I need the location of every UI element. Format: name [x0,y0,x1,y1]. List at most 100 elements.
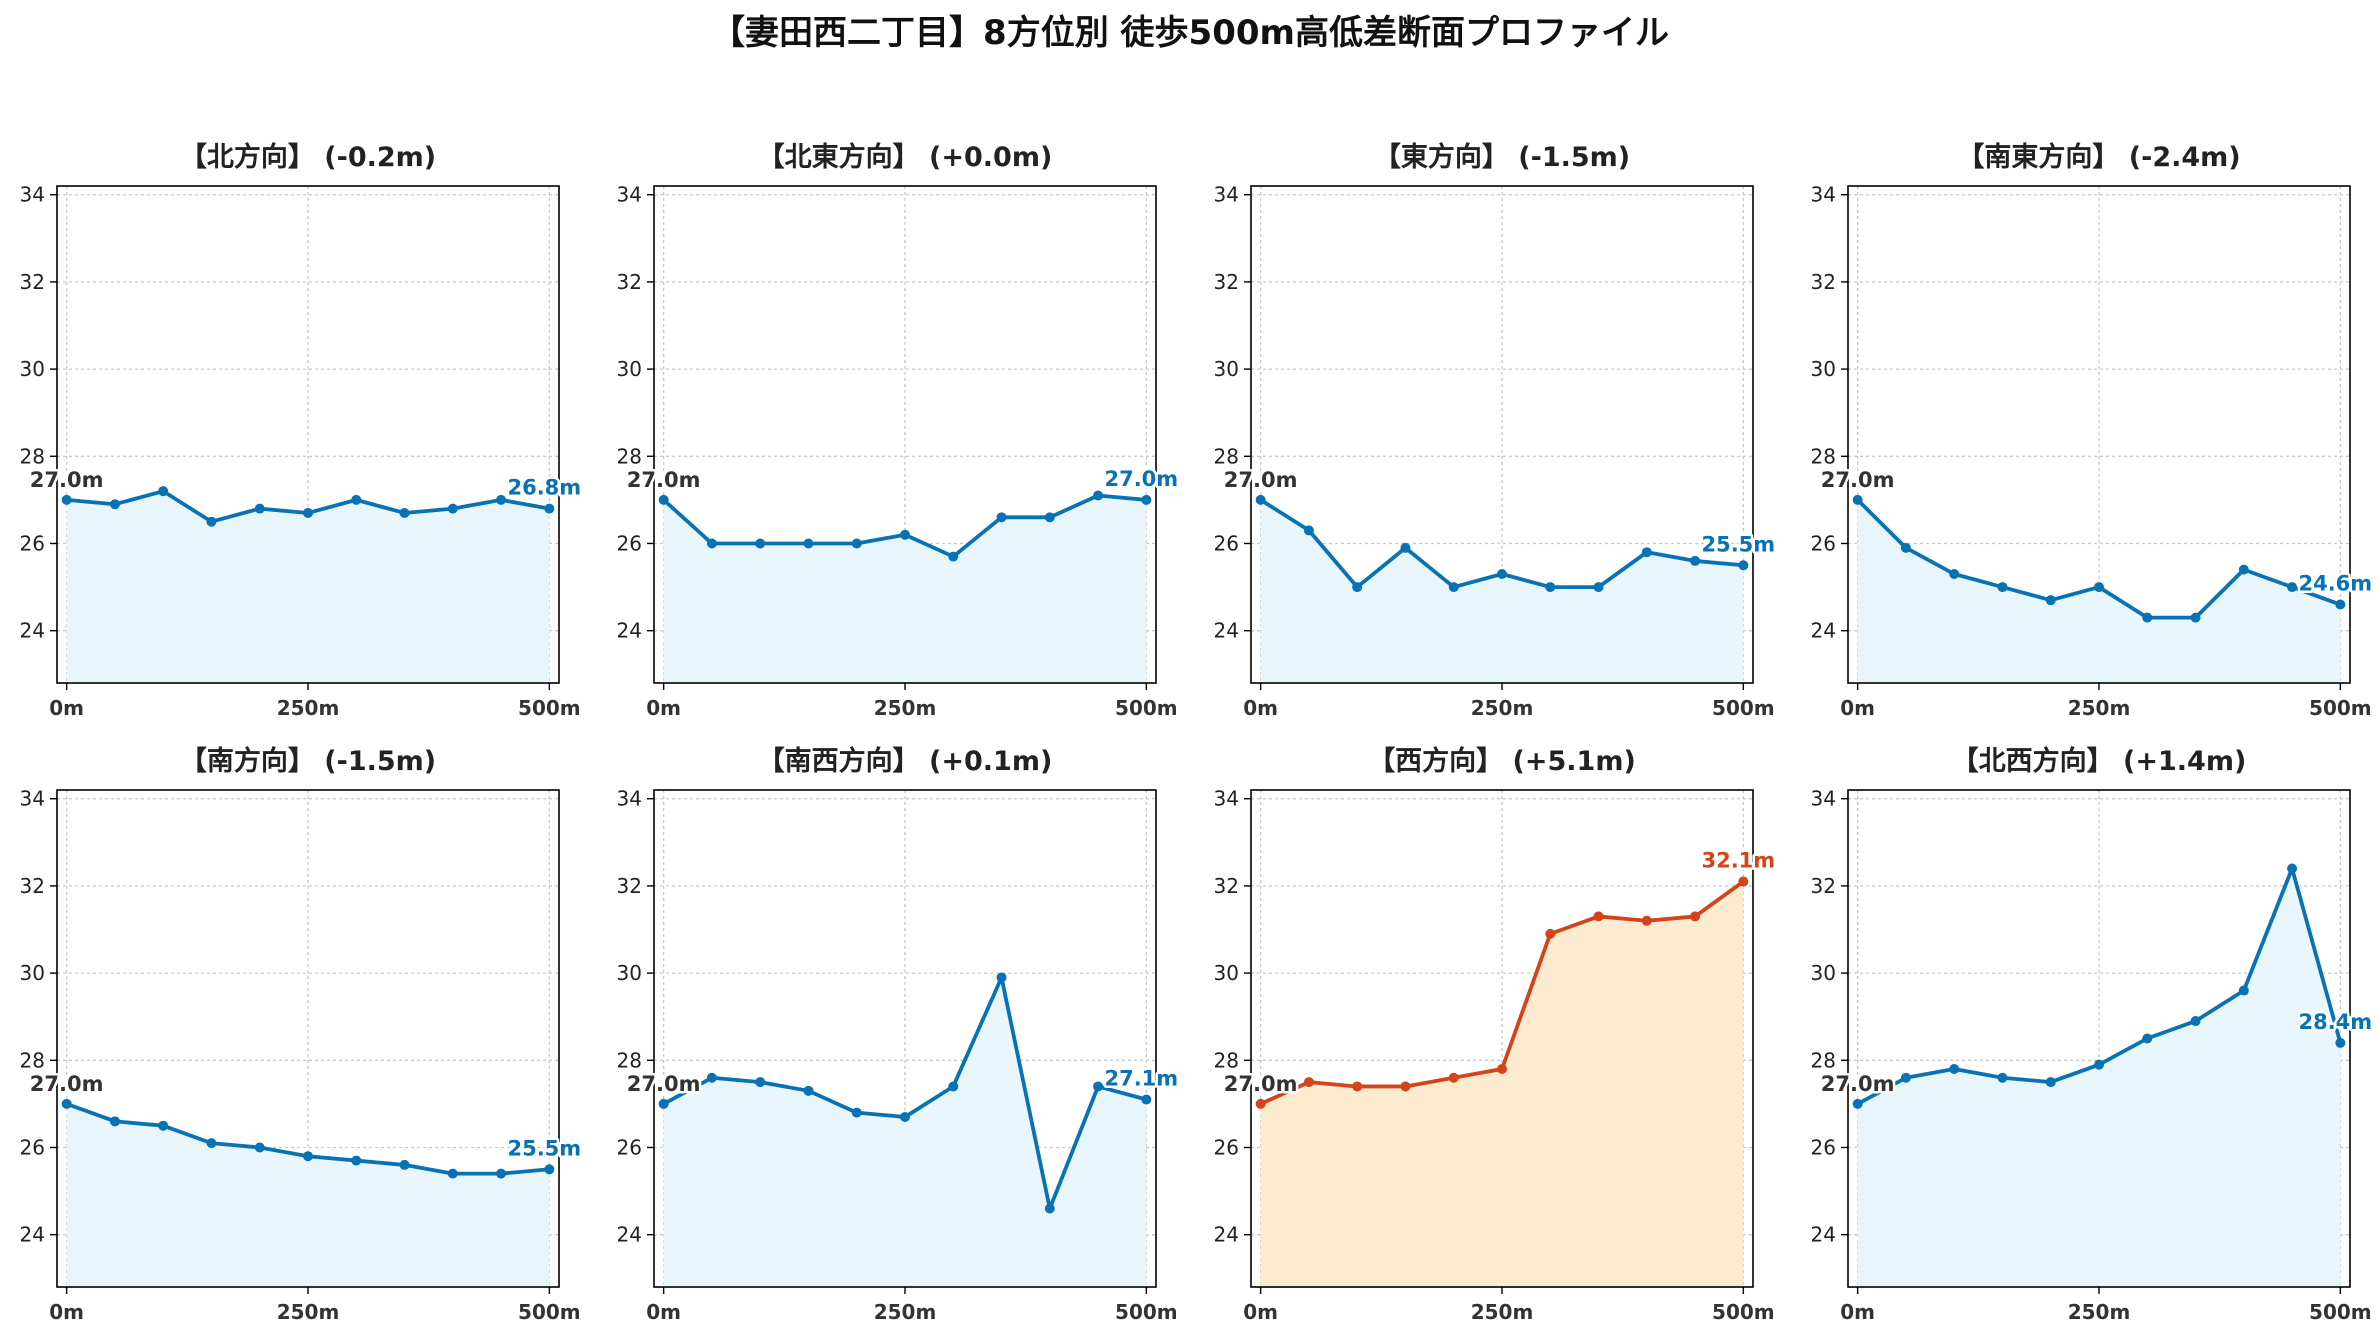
data-point [706,538,717,549]
y-tick-label: 32 [20,270,45,294]
data-point [1141,494,1152,505]
x-tick-label: 500m [1115,1300,1178,1324]
data-point [2094,1059,2104,1070]
y-tick-label: 24 [617,619,642,643]
y-tick-label: 30 [617,357,642,381]
end-elevation-label: 27.1m [1104,1067,1178,1091]
x-tick-label: 0m [49,696,84,720]
data-point [109,499,120,510]
data-point [658,494,669,505]
end-elevation-label: 32.1m [1701,849,1775,873]
data-point [2335,1037,2346,1048]
data-point [109,1116,120,1127]
y-tick-label: 28 [1811,1048,1836,1072]
x-tick-label: 0m [1243,696,1278,720]
y-tick-label: 34 [1214,183,1239,207]
panels-container: 【北方向】 (-0.2m) 24 26 28 30 32 34 0m 250m 500m 27.0m… [20,141,2375,1324]
y-tick-label: 32 [617,270,642,294]
data-point [755,538,766,549]
start-elevation-label: 27.0m [1224,1072,1298,1096]
x-tick-label: 0m [1243,1300,1278,1324]
y-tick-label: 26 [617,1135,642,1159]
y-tick-label: 34 [617,183,642,207]
data-point [1352,582,1363,593]
x-tick-label: 250m [1471,696,1534,720]
data-point [1303,525,1314,536]
start-elevation-label: 27.0m [1224,468,1298,492]
data-point [900,1111,910,1122]
data-point [254,503,265,514]
x-tick-label: 250m [2068,1300,2131,1324]
data-point [1900,542,1911,553]
start-elevation-label: 27.0m [1821,1072,1895,1096]
data-point [496,1168,507,1179]
x-tick-label: 500m [518,696,581,720]
x-tick-label: 500m [518,1300,581,1324]
data-point [1497,1064,1507,1075]
x-tick-label: 250m [874,1300,937,1324]
data-point [851,538,862,549]
y-tick-label: 32 [1811,874,1836,898]
x-tick-label: 500m [2309,696,2372,720]
panel-7: 【西方向】 (+5.1m) 24 26 28 30 32 34 0m 250m 500m 27.0m… [1214,745,1778,1324]
y-tick-label: 30 [1214,961,1239,985]
y-tick-label: 26 [20,1135,45,1159]
data-point [1852,1098,1863,1109]
x-tick-label: 500m [1712,1300,1775,1324]
data-point [2287,582,2298,593]
data-point [158,1120,169,1131]
start-elevation-label: 27.0m [1821,468,1895,492]
data-point [303,1151,313,1162]
panel-8: 【北西方向】 (+1.4m) 24 26 28 30 32 34 0m 250m 500m 27.0… [1811,745,2375,1324]
y-tick-label: 28 [1214,1048,1239,1072]
x-tick-label: 250m [1471,1300,1534,1324]
panel-title: 【西方向】 (+5.1m) [1368,745,1636,777]
panel-title: 【東方向】 (-1.5m) [1374,141,1630,173]
panel-title: 【南東方向】 (-2.4m) [1957,141,2240,173]
data-point [1093,490,1104,501]
data-point [1044,512,1055,523]
y-tick-label: 28 [1811,444,1836,468]
y-tick-label: 34 [617,787,642,811]
x-tick-label: 0m [1840,1300,1875,1324]
data-point [803,1085,814,1096]
y-tick-label: 24 [1214,1223,1239,1247]
y-tick-label: 34 [1811,183,1836,207]
area-fill [663,495,1147,683]
panel-title: 【南方向】 (-1.5m) [180,745,436,777]
data-point [2287,863,2298,874]
panel-title: 【北西方向】 (+1.4m) [1952,745,2247,777]
data-point [254,1142,265,1153]
y-tick-label: 34 [1214,787,1239,811]
y-tick-label: 32 [617,874,642,898]
data-point [948,1081,959,1092]
data-point [1255,1098,1266,1109]
y-tick-label: 28 [1214,444,1239,468]
data-point [1641,547,1652,558]
start-elevation-label: 27.0m [627,468,701,492]
x-tick-label: 250m [2068,696,2131,720]
data-point [206,516,217,527]
y-tick-label: 26 [1811,1135,1836,1159]
x-tick-label: 0m [1840,696,1875,720]
data-point [206,1138,217,1149]
data-point [1448,582,1459,593]
data-point [996,512,1007,523]
data-point [447,1168,458,1179]
area-fill [1857,868,2341,1287]
area-fill [663,977,1147,1287]
data-point [851,1107,862,1118]
data-point [1400,1081,1411,1092]
panel-title: 【北東方向】 (+0.0m) [758,141,1053,173]
y-tick-label: 32 [1811,270,1836,294]
y-tick-label: 28 [617,444,642,468]
y-tick-label: 24 [1811,1223,1836,1247]
data-point [1949,569,1960,580]
data-point [544,1164,555,1175]
y-tick-label: 26 [20,531,45,555]
y-tick-label: 34 [20,183,45,207]
y-tick-label: 30 [20,357,45,381]
x-tick-label: 250m [277,696,340,720]
data-point [2190,612,2201,623]
